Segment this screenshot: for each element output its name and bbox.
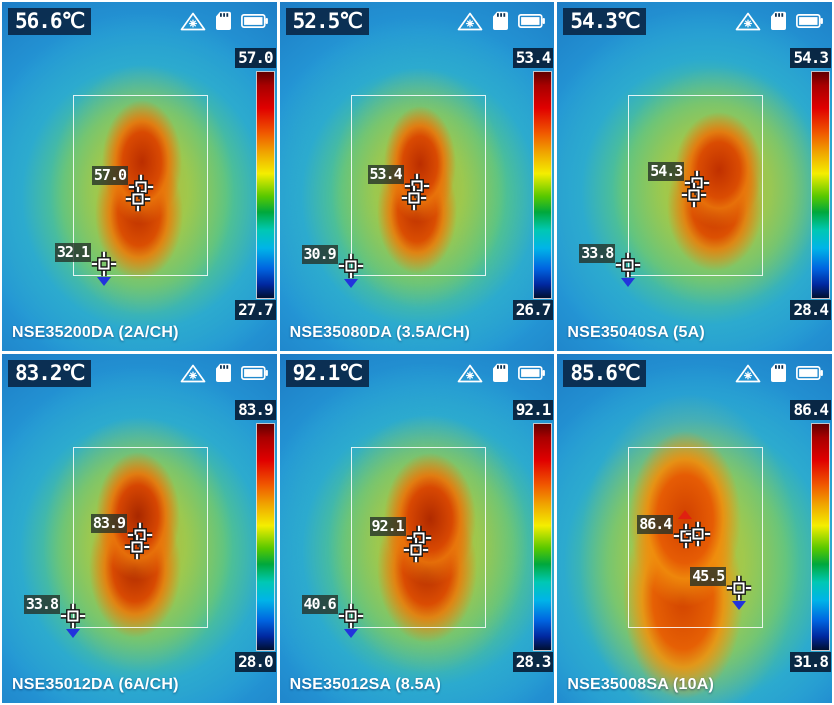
cold-spot-temp: 32.1	[54, 243, 91, 262]
cold-arrow-icon	[97, 277, 111, 286]
thermal-panel-nse35200da: 56.6℃ 57.0 27.7 57.0 32.1 NSE35200DA (2A…	[2, 2, 277, 351]
crosshair-icon	[726, 575, 752, 601]
hot-arrow-icon	[678, 510, 693, 519]
color-scale-bar	[810, 423, 830, 651]
crosshair-icon	[124, 534, 150, 560]
cold-arrow-icon	[732, 601, 747, 610]
crosshair-icon	[615, 252, 641, 278]
cold-arrow-icon	[343, 629, 358, 638]
battery-icon	[796, 366, 824, 380]
hot-spot-temp: 54.3	[648, 162, 685, 181]
color-scale-bar	[533, 71, 553, 299]
status-icons	[180, 363, 269, 383]
sd-card-icon	[215, 11, 231, 31]
crosshair-icon	[685, 521, 711, 547]
scale-min-value: 26.7	[512, 300, 554, 320]
hot-spot-temp: 86.4	[637, 515, 674, 534]
current-temp-badge: 54.3℃	[563, 8, 647, 35]
current-temp-badge: 85.6℃	[563, 360, 647, 387]
color-scale-bar	[255, 71, 275, 299]
scale-min-value: 31.8	[790, 652, 831, 672]
laser-icon	[180, 364, 206, 382]
sd-card-icon	[493, 363, 509, 382]
cold-spot-temp: 30.9	[301, 245, 338, 264]
crosshair-icon	[338, 603, 364, 629]
sd-card-icon	[215, 363, 231, 382]
scale-max-value: 57.0	[235, 48, 276, 68]
hot-spot-temp: 83.9	[90, 514, 127, 533]
cold-arrow-icon	[66, 629, 80, 638]
status-icons	[735, 11, 824, 31]
scale-max-value: 92.1	[512, 400, 554, 420]
scale-max-value: 83.9	[235, 400, 276, 420]
status-icons	[457, 363, 547, 383]
battery-icon	[240, 366, 269, 380]
cold-spot-temp: 33.8	[579, 244, 616, 263]
sd-card-icon	[493, 11, 509, 31]
measurement-area-rect	[350, 95, 486, 276]
crosshair-icon	[125, 186, 151, 212]
laser-icon	[180, 12, 206, 30]
measurement-area-rect	[350, 447, 486, 628]
model-label: NSE35012SA (8.5A)	[289, 676, 441, 693]
color-scale-bar	[533, 423, 553, 651]
crosshair-icon	[91, 251, 117, 277]
current-temp-badge: 56.6℃	[8, 8, 92, 35]
sd-card-icon	[770, 363, 786, 382]
scale-max-value: 86.4	[790, 400, 831, 420]
cold-spot-temp: 45.5	[690, 567, 727, 586]
crosshair-icon	[403, 537, 429, 563]
measurement-area-rect	[628, 447, 764, 628]
scale-min-value: 28.3	[512, 652, 554, 672]
status-icons	[457, 11, 547, 31]
cold-spot-temp: 40.6	[301, 595, 338, 614]
battery-icon	[518, 14, 547, 28]
scale-min-value: 28.0	[235, 652, 276, 672]
laser-icon	[735, 364, 761, 382]
scale-min-value: 27.7	[235, 300, 276, 320]
cold-spot-temp: 33.8	[23, 595, 60, 614]
current-temp-badge: 52.5℃	[285, 8, 369, 35]
model-label: NSE35040SA (5A)	[567, 324, 705, 341]
model-label: NSE35008SA (10A)	[567, 676, 715, 693]
cold-arrow-icon	[343, 279, 358, 288]
sd-card-icon	[770, 11, 786, 31]
crosshair-icon	[401, 185, 427, 211]
measurement-area-rect	[73, 447, 208, 628]
model-label: NSE35200DA (2A/CH)	[12, 324, 179, 341]
measurement-area-rect	[628, 95, 764, 276]
battery-icon	[240, 14, 269, 28]
scale-max-value: 53.4	[512, 48, 554, 68]
laser-icon	[457, 364, 483, 382]
color-scale-bar	[810, 71, 830, 299]
status-icons	[180, 11, 269, 31]
measurement-area-rect	[73, 95, 208, 276]
hot-spot-temp: 53.4	[367, 165, 404, 184]
thermal-panel-nse35012sa: 92.1℃ 92.1 28.3 92.1 40.6 NSE35012SA (8.…	[279, 354, 555, 703]
crosshair-icon	[60, 603, 86, 629]
laser-icon	[735, 12, 761, 30]
thermal-panel-nse35012da: 83.2℃ 83.9 28.0 83.9 33.8 NSE35012DA (6A…	[2, 354, 277, 703]
laser-icon	[457, 12, 483, 30]
crosshair-icon	[338, 253, 364, 279]
battery-icon	[796, 14, 824, 28]
cold-arrow-icon	[621, 278, 636, 287]
current-temp-badge: 83.2℃	[8, 360, 92, 387]
status-icons	[735, 363, 824, 383]
crosshair-icon	[681, 182, 707, 208]
scale-min-value: 28.4	[790, 300, 831, 320]
thermal-panel-nse35080da: 52.5℃ 53.4 26.7 53.4 30.9 NSE35080DA (3.…	[279, 2, 555, 351]
thermal-panel-nse35040sa: 54.3℃ 54.3 28.4 54.3 33.8 NSE35040SA (5A…	[557, 2, 832, 351]
scale-max-value: 54.3	[790, 48, 831, 68]
model-label: NSE35080DA (3.5A/CH)	[289, 324, 471, 341]
battery-icon	[518, 366, 547, 380]
model-label: NSE35012DA (6A/CH)	[12, 676, 179, 693]
thermal-panel-nse35008sa: 85.6℃ 86.4 31.8 86.4 45.5 NSE35008SA (10…	[557, 354, 832, 703]
current-temp-badge: 92.1℃	[285, 360, 369, 387]
hot-spot-temp: 57.0	[91, 166, 128, 185]
hot-spot-temp: 92.1	[369, 517, 406, 536]
color-scale-bar	[255, 423, 275, 651]
